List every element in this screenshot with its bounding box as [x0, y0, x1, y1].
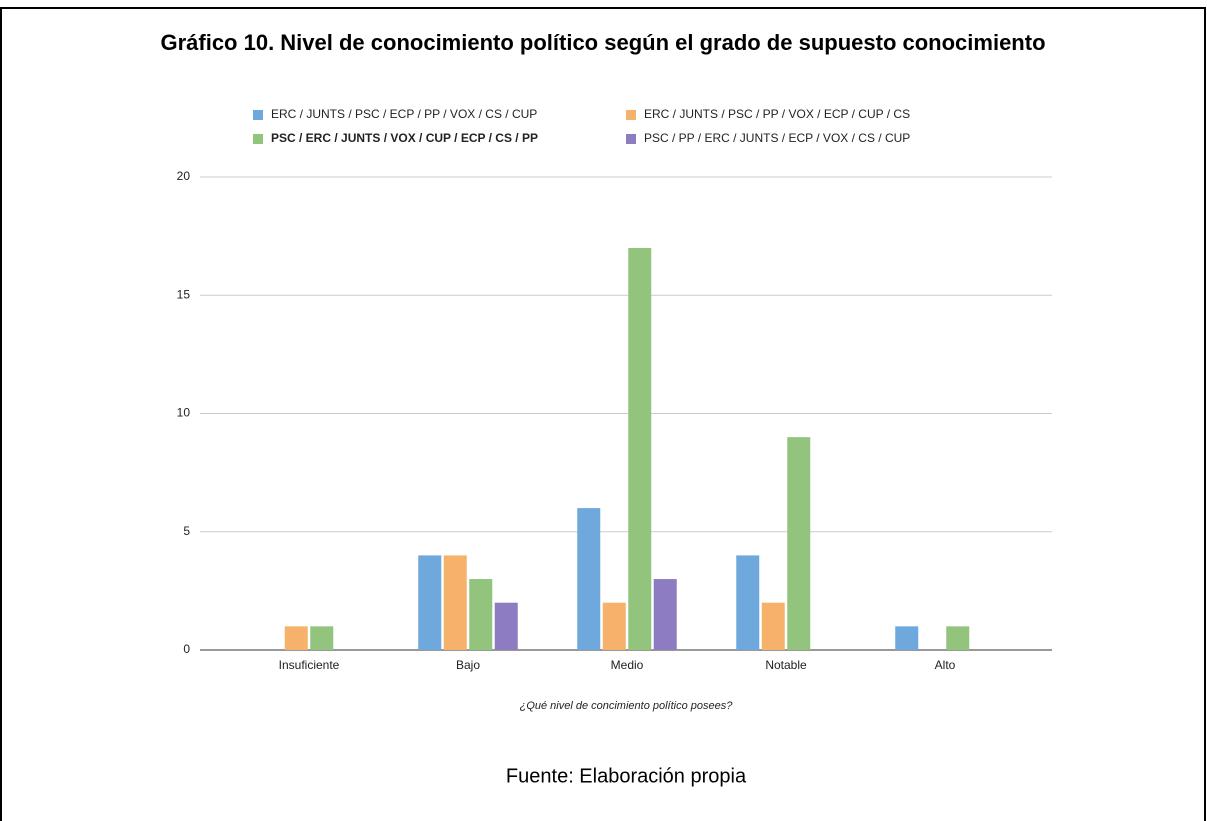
x-tick-label: Bajo — [456, 658, 480, 672]
legend-swatch — [253, 110, 263, 120]
bar — [577, 508, 601, 650]
x-tick-label: Notable — [765, 658, 807, 672]
source: Fuente: Elaboración propia — [506, 765, 747, 787]
bar — [895, 626, 919, 650]
bar — [494, 602, 518, 650]
y-tick-label: 10 — [177, 406, 191, 420]
x-tick-label: Medio — [611, 658, 644, 672]
legend-label: ERC / JUNTS / PSC / PP / VOX / ECP / CUP… — [644, 107, 910, 121]
bar — [443, 555, 467, 650]
chart-title: Gráfico 10. Nivel de conocimiento políti… — [160, 30, 1045, 55]
legend-swatch — [253, 134, 263, 144]
legend-swatch — [626, 110, 636, 120]
bar — [418, 555, 442, 650]
bar — [469, 579, 493, 650]
y-tick-label: 15 — [177, 287, 191, 301]
bar — [653, 579, 677, 650]
bar — [787, 437, 811, 650]
bar — [310, 626, 334, 650]
legend-label: PSC / ERC / JUNTS / VOX / CUP / ECP / CS… — [271, 131, 538, 145]
x-axis-label: ¿Qué nivel de concimiento político posee… — [520, 700, 734, 712]
legend-swatch — [626, 134, 636, 144]
bar — [284, 626, 308, 650]
y-tick-label: 20 — [177, 169, 191, 183]
y-tick-label: 5 — [183, 524, 190, 538]
y-tick-label: 0 — [183, 642, 190, 656]
bar — [736, 555, 760, 650]
x-tick-label: Insuficiente — [279, 658, 340, 672]
bar — [946, 626, 970, 650]
bar — [761, 602, 785, 650]
bar — [602, 602, 626, 650]
legend-label: ERC / JUNTS / PSC / ECP / PP / VOX / CS … — [271, 107, 537, 121]
frame — [0, 7, 1206, 821]
x-tick-label: Alto — [935, 658, 956, 672]
bar — [628, 247, 652, 650]
legend-label: PSC / PP / ERC / JUNTS / ECP / VOX / CS … — [644, 131, 910, 145]
